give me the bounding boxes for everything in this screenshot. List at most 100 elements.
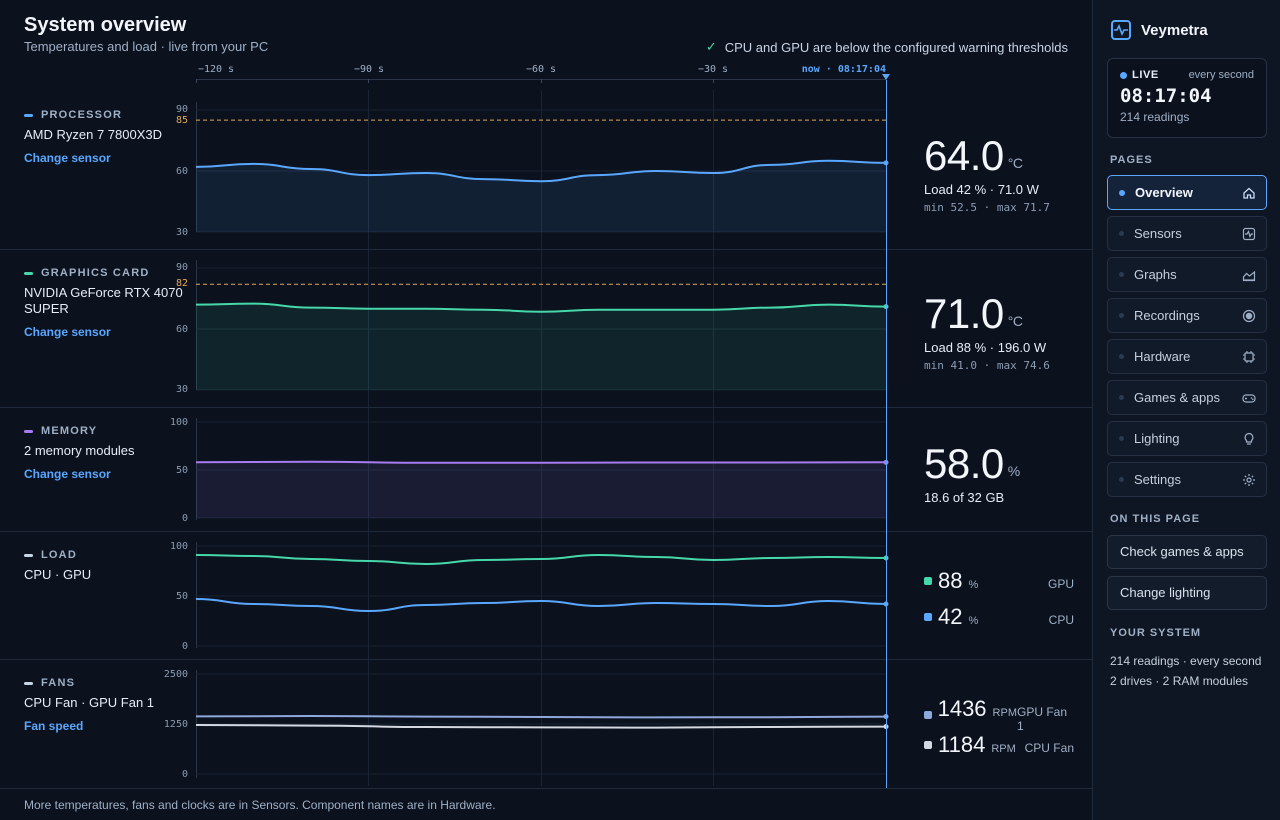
memory-chart-svg [195,421,889,519]
gpu-temp-area [196,303,886,390]
gpu-fan-value: 1436 [937,696,987,721]
gpu-fan-unit: RPM [992,707,1017,719]
nav-sensors[interactable]: Sensors [1107,216,1267,251]
load-tag: LOAD [41,549,77,561]
cpu-change-sensor-link[interactable]: Change sensor [24,151,111,165]
gpu-load-swatch [924,577,932,585]
system-info: 214 readings · every second 2 drives · 2… [1110,651,1261,691]
gpu-label-block: GRAPHICS CARD NVIDIA GeForce RTX 4070 SU… [24,267,189,339]
nav-graphs[interactable]: Graphs [1107,257,1267,292]
brand: Veymetra [1111,20,1208,40]
gpu-color-swatch [24,271,33,275]
time-tick-label: −60 s [525,64,557,75]
nav-label: Settings [1134,472,1181,487]
gpu-load-value: 88 [938,568,963,593]
time-gridline [713,90,714,786]
live-dot-icon [1120,71,1127,79]
fan-speed-link[interactable]: Fan speed [24,719,84,733]
nav-settings[interactable]: Settings [1107,462,1267,497]
nav-label: Overview [1135,185,1193,200]
system-info-line: 2 drives · 2 RAM modules [1110,674,1249,688]
cpu-load-unit: % [968,615,979,627]
load-y-tick: 0 [181,641,188,652]
change-lighting-button[interactable]: Change lighting [1107,576,1267,610]
gpu-change-sensor-link[interactable]: Change sensor [24,325,111,339]
fans-y-tick: 1250 [163,719,188,730]
nav-lighting[interactable]: Lighting [1107,421,1267,456]
cpu-load-name: CPU [1048,613,1074,627]
nav-label: Graphs [1134,267,1177,282]
nav-games-apps[interactable]: Games & apps [1107,380,1267,415]
footer-note: More temperatures, fans and clocks are i… [0,788,1092,820]
cpu-section: PROCESSOR AMD Ryzen 7 7800X3D Change sen… [0,90,1092,250]
memory-usage-line [195,460,887,464]
sidebar: Veymetra LIVE every second 08:17:04 214 … [1092,0,1280,820]
gpu-tag: GRAPHICS CARD [41,267,150,279]
load-gpu-readout: 88 % GPU [924,568,1074,594]
check-games-apps-button[interactable]: Check games & apps [1107,535,1267,569]
time-tick-label: −30 s [697,64,729,75]
memory-change-sensor-link[interactable]: Change sensor [24,467,111,481]
nav-label: Hardware [1134,349,1191,364]
time-tick-label: −120 s [197,64,235,75]
cpu-label-block: PROCESSOR AMD Ryzen 7 7800X3D Change sen… [24,109,189,165]
nav-overview[interactable]: Overview [1107,175,1267,210]
cpu-value: 64.0 [924,132,1004,179]
page-subtitle: Temperatures and load · live from your P… [24,39,269,54]
cpu-warn-label: 85 [175,115,188,126]
chip-icon [1243,350,1255,363]
page-header: System overview Temperatures and load · … [0,0,1092,64]
gpu-detail: Load 88 % · 196.0 W [924,340,1047,355]
cpu-fan-swatch [924,741,932,749]
gpu-load-line [195,553,887,566]
cpu-y-tick: 60 [175,166,188,177]
cpu-temp-line [195,159,887,183]
cpu-fan-line [195,724,887,729]
memory-detail: 18.6 of 32 GB [924,490,1005,505]
fans-section: FANS CPU Fan · GPU Fan 1 Fan speed 2500 … [0,660,1092,788]
nav-label: Lighting [1134,431,1180,446]
page-title: System overview [24,14,187,36]
memory-usage-area [196,461,886,518]
nav-label: Games & apps [1134,390,1220,405]
time-gridline [541,90,542,786]
cpu-readout: 64.0 °C Load 42 % · 71.0 W min 52.5 · max… [924,132,1050,214]
gpu-chart [195,267,889,391]
gpu-fan-swatch [924,710,932,719]
load-chart-svg [195,545,889,647]
gpu-warn-label: 82 [175,278,188,289]
live-readings: 214 readings [1120,110,1190,124]
nav-recordings[interactable]: Recordings [1107,298,1267,333]
live-frequency: every second [1188,69,1254,81]
system-info-line: 214 readings · every second [1110,654,1262,668]
cpu-unit: °C [1007,155,1023,171]
gpu-fan-name: GPU Fan 1 [1017,705,1068,733]
load-y-tick: 50 [175,591,188,602]
cpu-color-swatch [24,113,33,117]
pages-heading: PAGES [1110,154,1153,166]
gpu-temp-line [195,302,887,313]
fans-y-tick: 0 [181,769,188,780]
fans-y-tick: 2500 [163,669,188,680]
memory-y-tick: 0 [181,513,188,524]
gear-icon [1243,473,1255,486]
nav-label: Recordings [1134,308,1200,323]
now-line [886,80,887,788]
memory-tag: MEMORY [41,425,98,437]
gamepad-icon [1242,393,1256,403]
load-y-tick: 100 [169,541,188,552]
gpu-value: 71.0 [924,290,1004,337]
memory-readout: 58.0% 18.6 of 32 GB [924,440,1020,505]
time-tick [196,79,197,83]
cpu-detail: Load 42 % · 71.0 W [924,182,1039,197]
memory-color-swatch [24,429,33,433]
record-icon [1242,309,1256,322]
load-color-swatch [24,553,33,557]
gpu-name: NVIDIA GeForce RTX 4070 SUPER [24,285,183,316]
time-tick [713,79,714,83]
cpu-fan-value: 1184 [938,732,986,757]
gpu-y-axis [196,260,197,390]
fans-color-swatch [24,681,33,685]
nav-hardware[interactable]: Hardware [1107,339,1267,374]
fan-gpu-readout: 1436 RPM GPU Fan 1 [924,696,1074,733]
